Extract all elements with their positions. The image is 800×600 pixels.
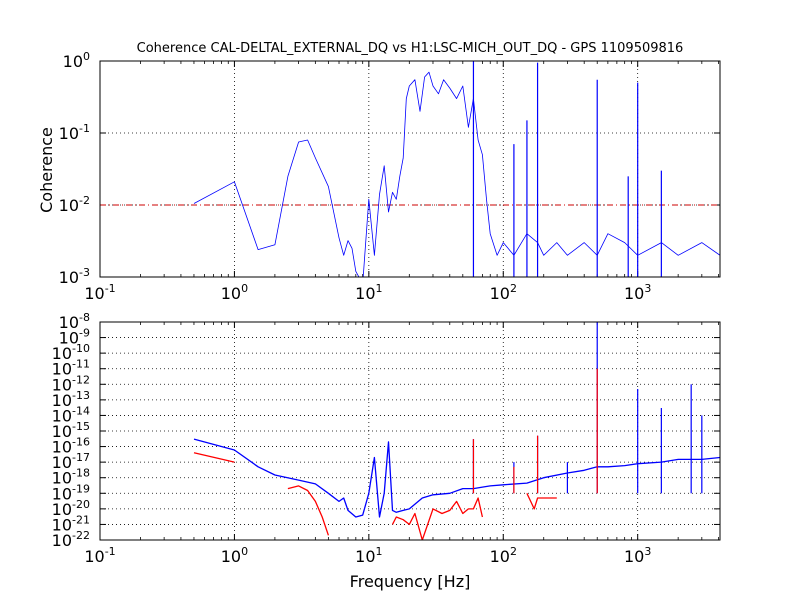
y-tick-label: 10-1 bbox=[59, 122, 90, 143]
series-line bbox=[526, 493, 557, 510]
series-line bbox=[287, 485, 330, 536]
axes-frame bbox=[99, 321, 721, 541]
y-tick-label: 10-9 bbox=[59, 327, 90, 348]
y-tick-label: 10-16 bbox=[52, 436, 90, 457]
x-tick-label: 103 bbox=[624, 282, 651, 303]
top-y-axis-label: Coherence bbox=[37, 127, 56, 213]
y-tick-label: 10-18 bbox=[52, 467, 90, 488]
x-tick-label: 102 bbox=[490, 545, 517, 566]
y-tick-label: 10-21 bbox=[52, 513, 90, 534]
x-tick-label: 100 bbox=[221, 545, 248, 566]
bottom-x-axis-label: Frequency [Hz] bbox=[350, 572, 471, 591]
series-line bbox=[193, 438, 720, 518]
y-tick-label: 10-2 bbox=[59, 194, 90, 215]
series-line bbox=[391, 497, 484, 540]
y-tick-label: 10-17 bbox=[52, 451, 90, 472]
x-tick-label: 10-1 bbox=[84, 282, 115, 303]
y-tick-label: 10-8 bbox=[59, 311, 90, 332]
series-line bbox=[193, 71, 720, 277]
y-tick-label: 10-11 bbox=[52, 358, 90, 379]
y-tick-label: 10-12 bbox=[52, 373, 90, 394]
x-tick-label: 10-1 bbox=[84, 545, 115, 566]
y-tick-label: 10-19 bbox=[52, 482, 90, 503]
x-tick-label: 101 bbox=[355, 282, 382, 303]
series-group bbox=[100, 61, 720, 277]
y-tick-label: 10-15 bbox=[52, 420, 90, 441]
series-line bbox=[193, 452, 235, 463]
x-tick-label: 102 bbox=[490, 282, 517, 303]
coherence-plot: 10-1 100 101 102 103 10-3 10-2 10-1 100 bbox=[59, 50, 721, 303]
y-tick-label: 10-14 bbox=[52, 404, 90, 425]
series-group bbox=[193, 322, 720, 540]
x-tick-label: 100 bbox=[221, 282, 248, 303]
y-tick-label: 100 bbox=[63, 50, 90, 71]
y-tick-label: 10-3 bbox=[59, 266, 90, 287]
spectrum-plot: 10-1 100 101 102 10310-2210-2110-2010-1910-1… bbox=[52, 311, 721, 566]
axes-frame bbox=[99, 60, 721, 278]
y-tick-label: 10-13 bbox=[52, 389, 90, 410]
y-tick-label: 10-10 bbox=[52, 342, 90, 363]
y-tick-label: 10-22 bbox=[52, 529, 90, 550]
plot-area bbox=[100, 61, 720, 277]
x-tick-label: 103 bbox=[624, 545, 651, 566]
y-tick-label: 10-20 bbox=[52, 498, 90, 519]
top-chart-title: Coherence CAL-DELTAL_EXTERNAL_DQ vs H1:L… bbox=[137, 41, 684, 56]
x-tick-label: 101 bbox=[355, 545, 382, 566]
